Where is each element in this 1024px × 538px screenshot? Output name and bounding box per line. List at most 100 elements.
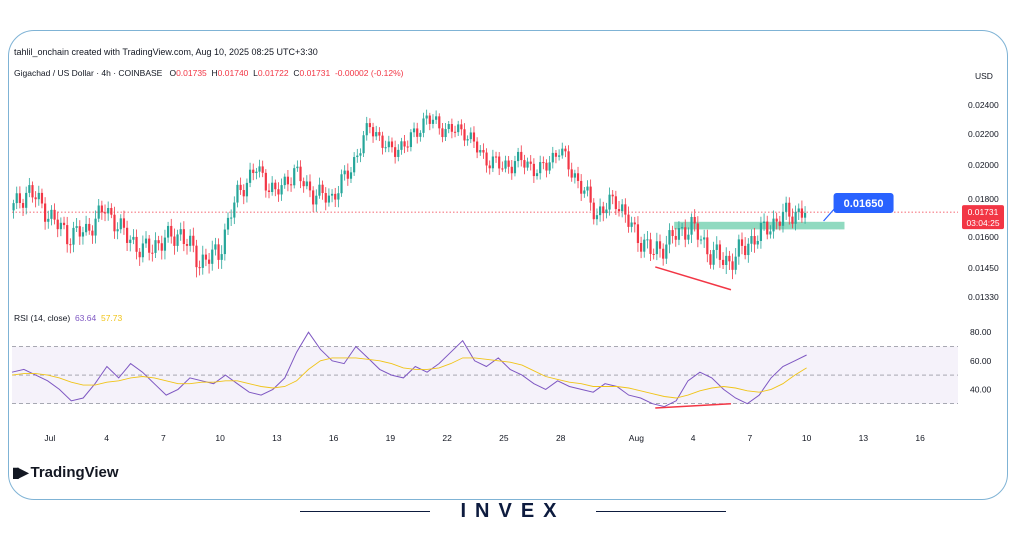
- candle-body: [296, 166, 299, 169]
- candle-body: [687, 234, 690, 240]
- candle-body: [605, 209, 608, 214]
- candle-body: [800, 208, 804, 218]
- symbol-label[interactable]: Gigachad / US Dollar · 4h · COINBASE: [14, 68, 163, 78]
- tradingview-logo: ▮▶ TradingView: [12, 464, 119, 481]
- candle-body: [788, 202, 791, 217]
- candle-body: [390, 141, 394, 148]
- candle-body: [261, 166, 264, 173]
- candle-body: [794, 211, 797, 224]
- candle-body: [211, 249, 214, 264]
- candle-body: [441, 128, 444, 138]
- candle-body: [267, 190, 271, 192]
- candle-body: [510, 166, 513, 174]
- candle-body: [680, 227, 684, 229]
- x-tick-label: 7: [748, 433, 753, 443]
- candle-body: [744, 245, 747, 256]
- candle-body: [554, 152, 558, 157]
- candle-body: [135, 236, 138, 252]
- candle-body: [545, 162, 548, 171]
- candle-body: [264, 172, 267, 191]
- candle-body: [378, 132, 381, 136]
- candle-body: [113, 214, 116, 232]
- candle-body: [34, 197, 37, 200]
- candle-body: [283, 176, 286, 186]
- candle-body: [330, 193, 334, 196]
- candle-body: [709, 254, 712, 265]
- candle-body: [274, 182, 277, 190]
- candle-body: [201, 254, 204, 268]
- candle-body: [652, 253, 655, 255]
- candle-body: [630, 222, 633, 227]
- candle-body: [400, 141, 403, 150]
- candle-body: [248, 169, 252, 183]
- candle-body: [435, 116, 438, 120]
- candle-body: [141, 243, 144, 258]
- candle-body: [431, 119, 435, 124]
- candle-body: [677, 228, 681, 240]
- price-tick-label: 0.02000: [968, 160, 999, 170]
- candle-body: [85, 223, 88, 233]
- candle-body: [567, 151, 570, 170]
- candle-body: [699, 239, 703, 241]
- candle-body: [479, 150, 482, 153]
- x-tick-label: 13: [272, 433, 282, 443]
- candle-body: [103, 212, 107, 214]
- candle-body: [242, 190, 245, 197]
- candle-body: [182, 229, 185, 245]
- candle-body: [548, 162, 551, 171]
- candle-body: [665, 244, 668, 259]
- candle-body: [602, 206, 605, 214]
- candle-body: [649, 239, 652, 254]
- candle-body: [633, 222, 636, 225]
- candle-body: [160, 243, 163, 251]
- candle-body: [144, 238, 148, 244]
- candle-body: [119, 218, 122, 230]
- candle-body: [185, 244, 189, 246]
- candle-body: [12, 203, 15, 211]
- candle-body: [56, 219, 59, 230]
- candle-body: [384, 147, 387, 149]
- candle-body: [28, 185, 31, 193]
- candle-body: [576, 173, 580, 181]
- candle-body: [504, 160, 507, 169]
- candle-body: [583, 190, 586, 194]
- candle-body: [371, 127, 375, 137]
- candle-body: [116, 229, 119, 232]
- candle-body: [520, 151, 523, 161]
- candle-body: [617, 209, 621, 212]
- candle-body: [59, 222, 62, 230]
- candle-body: [797, 208, 800, 212]
- rsi-label[interactable]: RSI (14, close): [14, 313, 71, 323]
- candle-body: [409, 132, 412, 148]
- candle-body: [592, 202, 595, 220]
- candle-body: [233, 202, 236, 218]
- candle-body: [189, 235, 192, 246]
- candle-body: [662, 248, 665, 259]
- candle-body: [476, 141, 479, 153]
- candle-body: [293, 168, 296, 186]
- last-price-tag: [962, 205, 1004, 230]
- x-tick-label: 25: [499, 433, 509, 443]
- candle-body: [721, 259, 725, 266]
- candle-body: [472, 132, 476, 142]
- candle-body: [397, 149, 400, 157]
- x-tick-label: 22: [442, 433, 452, 443]
- candle-body: [318, 184, 321, 196]
- candle-body: [252, 169, 255, 174]
- candle-body: [718, 244, 722, 260]
- candle-body: [469, 132, 472, 140]
- price-legend: Gigachad / US Dollar · 4h · COINBASE O0.…: [14, 68, 403, 78]
- candle-body: [507, 160, 510, 167]
- candle-body: [759, 222, 763, 241]
- candle-body: [639, 243, 643, 252]
- candle-body: [375, 132, 378, 137]
- candle-body: [179, 229, 182, 235]
- candle-body: [356, 155, 359, 158]
- candle-body: [25, 192, 28, 208]
- candle-body: [570, 169, 573, 178]
- candle-body: [21, 202, 25, 208]
- candle-body: [340, 174, 343, 194]
- candle-body: [69, 244, 72, 246]
- candle-body: [453, 131, 457, 133]
- candle-body: [324, 193, 327, 203]
